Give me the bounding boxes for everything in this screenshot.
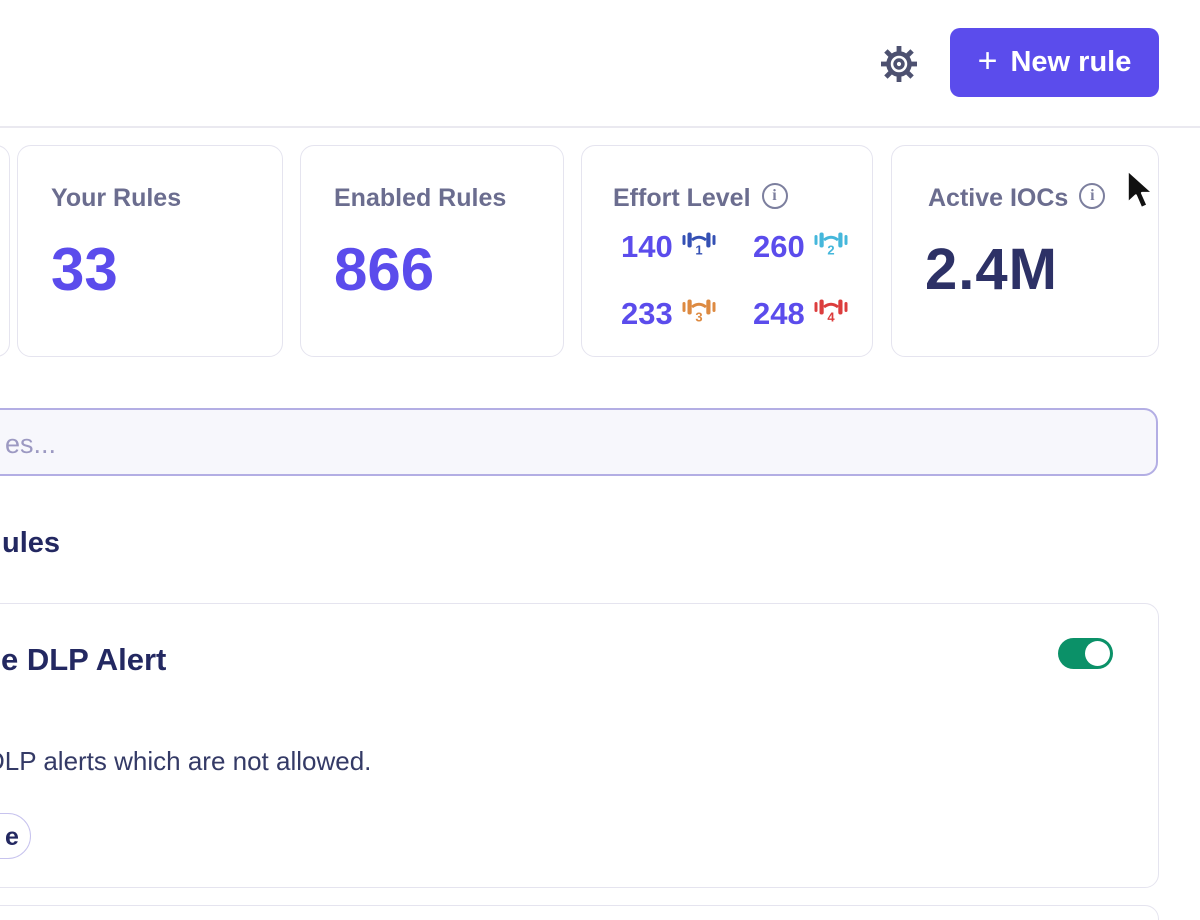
info-icon[interactable]: i xyxy=(1079,183,1106,209)
rule-card: e DLP Alert DLP alerts which are not all… xyxy=(0,603,1159,888)
new-rule-label: New rule xyxy=(1010,46,1132,78)
barbell-level-2-icon: 2 xyxy=(814,230,848,262)
your-rules-value: 33 xyxy=(51,236,118,303)
stat-card-partial xyxy=(0,145,10,357)
barbell-level-1-icon: 1 xyxy=(682,230,716,262)
stat-card-active-iocs: Active IOCs i 2.4M xyxy=(891,145,1159,357)
active-iocs-label: Active IOCs xyxy=(928,184,1069,212)
stat-card-enabled-rules: Enabled Rules 866 xyxy=(300,145,564,357)
new-rule-button[interactable]: + New rule xyxy=(950,28,1159,97)
rule-description: DLP alerts which are not allowed. xyxy=(0,746,372,776)
info-icon[interactable]: i xyxy=(761,183,788,209)
settings-button[interactable] xyxy=(876,42,922,88)
search-input[interactable]: es... xyxy=(0,408,1158,476)
effort-level-label: Effort Level xyxy=(613,184,751,212)
header-divider xyxy=(0,126,1200,128)
rule-title: e DLP Alert xyxy=(1,642,167,677)
svg-text:3: 3 xyxy=(695,310,702,325)
rule-enabled-toggle[interactable] xyxy=(1058,638,1113,669)
barbell-level-4-icon: 4 xyxy=(814,297,848,329)
effort-level-3: 233 3 xyxy=(621,297,716,329)
plus-icon: + xyxy=(977,42,998,80)
rule-tag-badge[interactable]: e xyxy=(0,813,31,859)
your-rules-label: Your Rules xyxy=(51,184,182,212)
active-iocs-value: 2.4M xyxy=(925,237,1058,302)
effort-level-1-value: 140 xyxy=(621,228,673,264)
svg-text:2: 2 xyxy=(827,243,834,258)
effort-level-2-value: 260 xyxy=(753,228,805,264)
svg-text:1: 1 xyxy=(695,243,702,258)
effort-level-2: 260 2 xyxy=(753,230,848,262)
effort-level-4: 248 4 xyxy=(753,297,848,329)
rule-tag-label: e xyxy=(5,823,19,851)
svg-text:4: 4 xyxy=(827,310,835,325)
search-placeholder: es... xyxy=(5,429,57,459)
enabled-rules-label: Enabled Rules xyxy=(334,184,507,212)
toggle-knob xyxy=(1085,641,1110,666)
rule-card xyxy=(0,905,1159,920)
stat-card-your-rules: Your Rules 33 xyxy=(17,145,283,357)
effort-level-4-value: 248 xyxy=(753,295,805,331)
gear-icon xyxy=(880,44,918,85)
enabled-rules-value: 866 xyxy=(334,236,435,303)
barbell-level-3-icon: 3 xyxy=(682,297,716,329)
section-heading: ules xyxy=(2,527,61,559)
stat-card-effort-level: Effort Level i 140 1 260 xyxy=(581,145,873,357)
effort-level-3-value: 233 xyxy=(621,295,673,331)
effort-level-1: 140 1 xyxy=(621,230,716,262)
